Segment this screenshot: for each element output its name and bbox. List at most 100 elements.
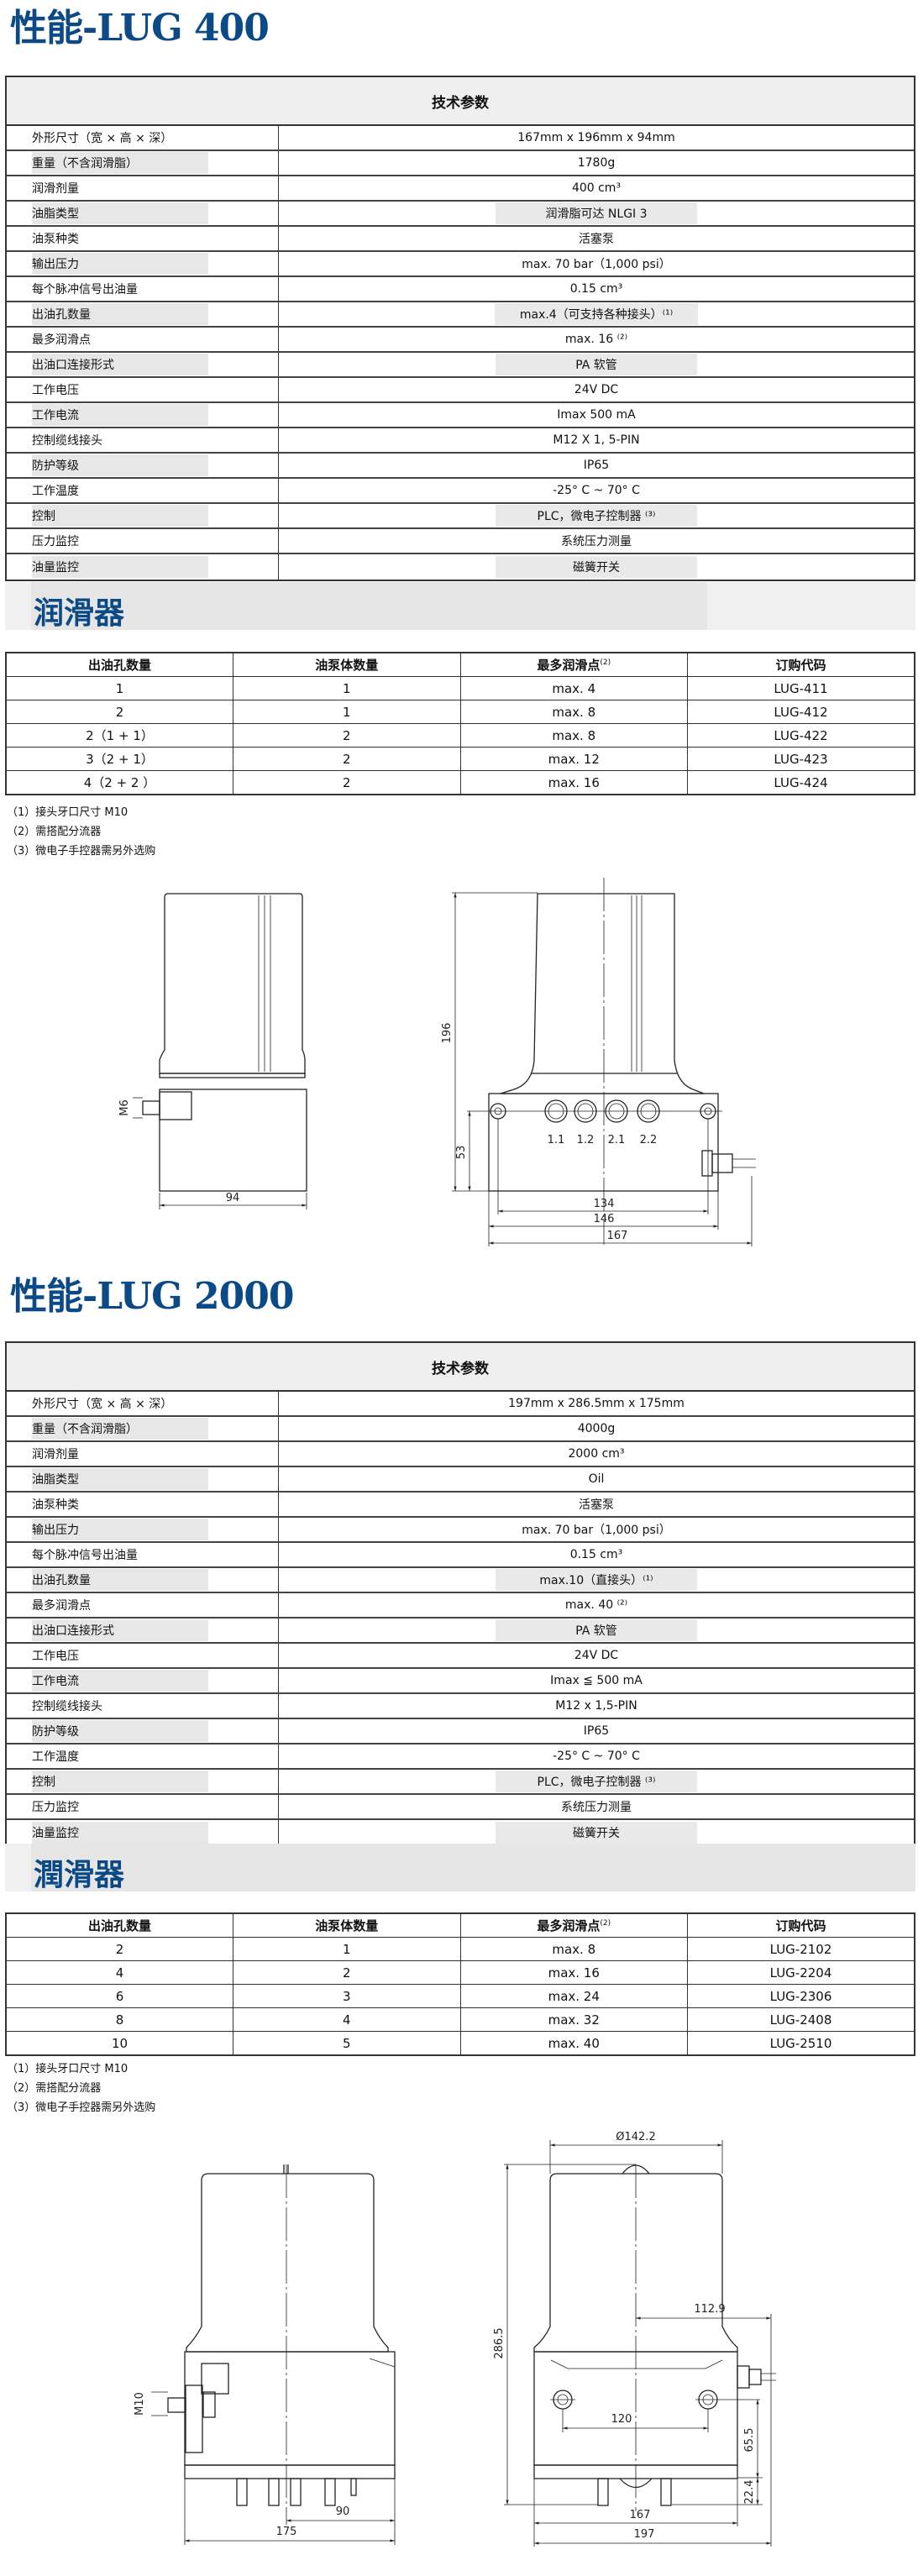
table-cell: LUG-2306	[687, 1984, 915, 2008]
spec-row: 油泵种类 活塞泵	[7, 1493, 914, 1518]
spec-label-cell: 控制缆线接头	[7, 428, 279, 452]
spec-label: 出油口连接形式	[32, 1619, 208, 1641]
spec-value: -25° C ~ 70° C	[553, 1750, 640, 1763]
column-header: 出油孔数量	[5, 652, 233, 677]
spec-table-lug2000: 技术参数 外形尺寸（宽 × 高 × 深） 197mm x 286.5mm x 17…	[5, 1341, 915, 1847]
spec-row: 工作电压 24V DC	[7, 378, 914, 403]
table-cell: 2	[5, 700, 233, 724]
table-cell: 10	[5, 2031, 233, 2056]
table-cell: 6	[5, 1984, 233, 2008]
spec-row: 输出压力 max. 70 bar（1,000 psi）	[7, 252, 914, 277]
section-heading-lubricator: 润滑器	[5, 582, 915, 631]
table-row: 4（2 + 2 ） 2 max. 16 LUG-424	[5, 770, 915, 795]
spec-value: Imax ≦ 500 mA	[550, 1674, 643, 1687]
spec-value-cell: 197mm x 286.5mm x 175mm	[279, 1392, 914, 1415]
spec-value-cell: 24V DC	[279, 1644, 914, 1667]
spec-label: 外形尺寸（宽 × 高 × 深）	[32, 132, 173, 145]
port-label: 1.2	[577, 1134, 595, 1146]
spec-row: 最多润滑点 max. 16 ⁽²⁾	[7, 328, 914, 353]
spec-value: max. 70 bar（1,000 psi）	[522, 1524, 671, 1537]
table-cell: 4（2 + 2 ）	[5, 770, 233, 795]
dim-thread: M6	[118, 1099, 131, 1116]
port-label: 1.1	[548, 1134, 565, 1146]
spec-value-cell: IP65	[279, 454, 914, 477]
spec-label: 出油孔数量	[32, 1569, 208, 1591]
table-cell: max. 16	[459, 1960, 688, 1985]
table-cell: 4	[233, 2007, 461, 2032]
spec-value-cell: 润滑脂可达 NLGI 3	[279, 202, 914, 225]
spec-label: 出油口连接形式	[32, 354, 208, 375]
spec-value-cell: Imax 500 mA	[279, 403, 914, 427]
column-header: 订购代码	[687, 652, 915, 677]
spec-label-cell: 每个脉冲信号出油量	[7, 1543, 279, 1566]
spec-value-cell: Imax ≦ 500 mA	[279, 1669, 914, 1692]
table-cell: max. 40	[459, 2031, 688, 2056]
column-header-text: 订购代码	[775, 658, 826, 673]
spec-value: max.4（可支持各种接头）⁽¹⁾	[494, 303, 699, 325]
spec-value-cell: 活塞泵	[279, 227, 914, 250]
dim-90: 90	[336, 2505, 350, 2518]
table-header-row: 出油孔数量 油泵体数量 最多润滑点(2) 订购代码	[5, 1912, 915, 1938]
table-cell: 1	[233, 676, 461, 700]
spec-label-cell: 每个脉冲信号出油量	[7, 277, 279, 301]
table-cell: max. 16	[459, 770, 688, 795]
lug400-side-view-drawing: 94 M6	[118, 893, 307, 1209]
lubricator-table-lug400: 出油孔数量 油泵体数量 最多润滑点(2) 订购代码 1 1 max. 4 LUG-411 2 1 m…	[5, 652, 915, 795]
spec-row: 出油口连接形式 PA 软管	[7, 1619, 914, 1644]
spec-row: 工作温度 -25° C ~ 70° C	[7, 1744, 914, 1770]
spec-label-cell: 最多润滑点	[7, 1593, 279, 1617]
spec-value: 197mm x 286.5mm x 175mm	[508, 1397, 685, 1410]
page-title-lug2000: 性能-LUG 2000	[10, 1275, 295, 1318]
dim-diameter: Ø142.2	[616, 2131, 655, 2143]
dim-167: 167	[607, 1230, 628, 1242]
spec-row: 输出压力 max. 70 bar（1,000 psi）	[7, 1518, 914, 1543]
spec-label: 输出压力	[32, 1519, 208, 1540]
spec-value: Imax 500 mA	[557, 408, 636, 422]
spec-label-cell: 控制	[7, 1770, 279, 1793]
spec-value: max. 70 bar（1,000 psi）	[522, 258, 671, 271]
table-cell: 8	[5, 2007, 233, 2032]
spec-row: 最多润滑点 max. 40 ⁽²⁾	[7, 1593, 914, 1619]
spec-label-cell: 控制	[7, 504, 279, 527]
spec-value-cell: 24V DC	[279, 378, 914, 401]
spec-label-cell: 出油口连接形式	[7, 353, 279, 376]
spec-value-cell: max. 70 bar（1,000 psi）	[279, 1518, 914, 1541]
spec-value-cell: 系统压力测量	[279, 529, 914, 553]
spec-value-cell: max.4（可支持各种接头）⁽¹⁾	[279, 302, 914, 326]
spec-label: 最多润滑点	[32, 1599, 91, 1613]
column-header: 油泵体数量	[233, 652, 461, 677]
spec-value: 活塞泵	[579, 233, 614, 246]
spec-label: 工作电压	[32, 384, 79, 397]
dim-height: 196	[441, 1023, 454, 1044]
spec-value: M12 x 1,5-PIN	[555, 1699, 637, 1713]
spec-value-cell: PA 软管	[279, 353, 914, 376]
column-header: 油泵体数量	[233, 1912, 461, 1938]
spec-value-cell: PLC，微电子控制器 ⁽³⁾	[279, 1770, 914, 1793]
table-cell: max. 24	[459, 1984, 688, 2008]
spec-value-cell: 4000g	[279, 1417, 914, 1440]
spec-label-cell: 工作温度	[7, 479, 279, 502]
spec-row: 防护等级 IP65	[7, 454, 914, 479]
table-cell: 3（2 + 1）	[5, 747, 233, 771]
table-cell: 3	[233, 1984, 461, 2008]
spec-row: 润滑剂量 2000 cm³	[7, 1442, 914, 1467]
spec-label-cell: 输出压力	[7, 252, 279, 275]
spec-label: 控制	[32, 505, 208, 527]
column-header-text: 油泵体数量	[315, 1918, 379, 1933]
spec-row: 每个脉冲信号出油量 0.15 cm³	[7, 1543, 914, 1568]
spec-row: 外形尺寸（宽 × 高 × 深） 197mm x 286.5mm x 175mm	[7, 1392, 914, 1417]
spec-value: max. 40 ⁽²⁾	[564, 1598, 628, 1612]
table-cell: LUG-2408	[687, 2007, 915, 2032]
spec-label: 防护等级	[32, 454, 208, 476]
spec-row: 工作电流 Imax 500 mA	[7, 403, 914, 428]
spec-value: IP65	[583, 1724, 610, 1738]
spec-row: 控制 PLC，微电子控制器 ⁽³⁾	[7, 1770, 914, 1795]
table-cell: LUG-422	[687, 723, 915, 748]
footnote: （2）需搭配分流器	[7, 2082, 102, 2095]
spec-label: 工作电压	[32, 1650, 79, 1663]
table-cell: 2	[233, 770, 461, 795]
spec-value-cell: -25° C ~ 70° C	[279, 479, 914, 502]
spec-value: PLC，微电子控制器 ⁽³⁾	[496, 505, 697, 527]
spec-value: 润滑脂可达 NLGI 3	[496, 202, 697, 224]
spec-value: 24V DC	[574, 1649, 619, 1662]
